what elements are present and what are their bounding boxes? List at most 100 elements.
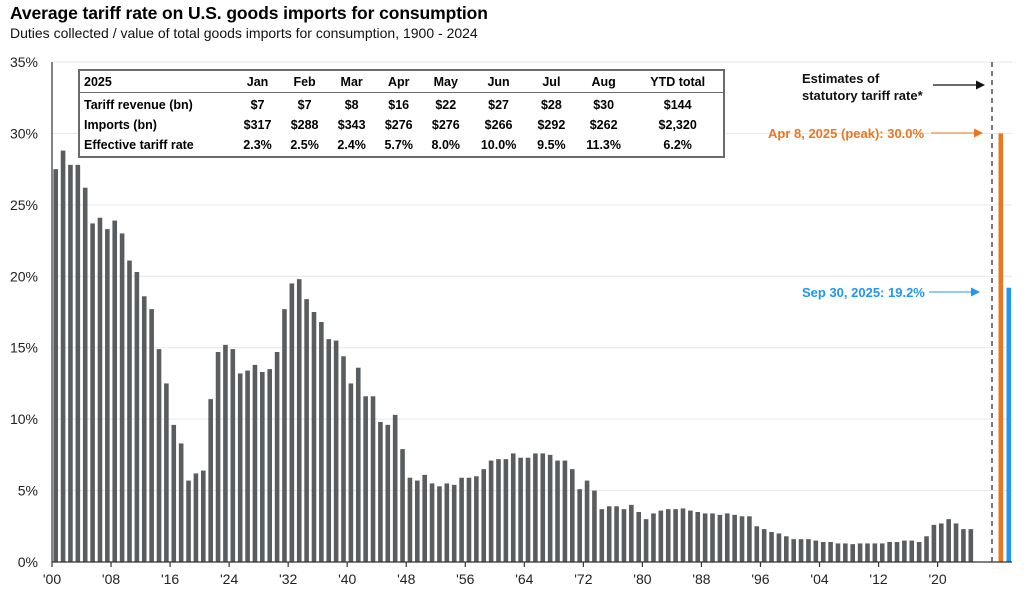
estimates-arrow-head <box>976 80 985 90</box>
bar <box>127 260 132 562</box>
column-header: YTD total <box>632 71 723 93</box>
bar <box>599 509 605 562</box>
bar <box>784 536 789 562</box>
bar <box>813 540 819 562</box>
bar <box>621 509 627 562</box>
estimates-annotation: Estimates of statutory tariff rate* <box>802 70 923 104</box>
bar <box>569 469 575 562</box>
bar <box>415 480 420 562</box>
bar <box>429 483 435 562</box>
bar <box>673 509 678 562</box>
bar <box>178 443 184 562</box>
bar <box>806 539 811 562</box>
x-tick-label: '16 <box>161 571 179 587</box>
table-cell: $276 <box>431 118 460 132</box>
bar <box>592 490 597 562</box>
bar <box>909 540 915 562</box>
bar <box>732 514 737 562</box>
bar <box>710 513 715 562</box>
table-cell: $7 <box>297 98 312 112</box>
estimates-annotation-line2: statutory tariff rate* <box>802 88 923 103</box>
peak-estimate-bar <box>998 133 1004 562</box>
column-header: May <box>422 71 470 93</box>
table-cell: 9.5% <box>537 138 566 152</box>
bar <box>865 543 870 562</box>
bar <box>651 513 656 562</box>
bar <box>798 539 804 562</box>
column-header: Jun <box>469 71 528 93</box>
x-axis-ticks: '00 '08 '16 '24 '32 '40 '48 '56 '64 '72 '80 '88 '96 '… <box>43 562 947 587</box>
bar <box>658 510 664 562</box>
bar <box>629 504 634 562</box>
bar <box>747 516 752 562</box>
column-header: Apr <box>375 71 423 93</box>
bar <box>643 519 649 562</box>
bar <box>584 480 590 562</box>
column-header: Aug <box>574 71 633 93</box>
chart-title: Average tariff rate on U.S. goods import… <box>10 3 488 23</box>
table-cell: $288 <box>290 118 319 132</box>
table-cell: $22 <box>435 98 457 112</box>
table-cell: $30 <box>593 98 615 112</box>
bar <box>540 453 546 562</box>
bar <box>547 454 553 562</box>
x-tick-label: '40 <box>338 571 356 587</box>
table-header-row: 2025 Jan Feb Mar Apr May Jun Jul Aug YTD… <box>80 71 723 93</box>
table-corner-label: 2025 <box>80 71 234 93</box>
bar <box>879 543 885 562</box>
bar <box>894 542 900 562</box>
bar <box>378 422 383 562</box>
bar <box>481 469 487 562</box>
bar <box>333 340 339 562</box>
column-header: Feb <box>281 71 329 93</box>
row-label: Effective tariff rate <box>84 138 194 152</box>
bar <box>208 399 213 562</box>
bar <box>606 506 612 562</box>
bar <box>761 529 767 562</box>
bar <box>274 352 280 562</box>
bar <box>688 510 693 562</box>
bar <box>850 544 856 562</box>
bar <box>260 372 265 562</box>
table-cell: 11.3% <box>586 138 621 152</box>
peak-estimate-label: Apr 8, 2025 (peak): 30.0% <box>768 126 925 141</box>
table-cell: $343 <box>337 118 366 132</box>
bar <box>186 480 191 562</box>
bar <box>230 349 236 562</box>
bar <box>97 217 103 562</box>
bar <box>843 543 848 562</box>
bar <box>724 513 730 562</box>
bar <box>938 523 944 562</box>
x-tick-label: '08 <box>102 571 120 587</box>
bar <box>141 296 147 562</box>
bar <box>931 524 937 562</box>
bar <box>370 396 376 562</box>
table-row: Tariff revenue (bn) $7 $7 $8 $16 $22 $27… <box>80 93 723 116</box>
bar <box>739 516 745 562</box>
x-tick-label: '88 <box>692 571 710 587</box>
table-cell: $16 <box>388 98 410 112</box>
bar <box>363 396 368 562</box>
bar <box>488 460 494 562</box>
bar <box>496 459 501 562</box>
bar <box>968 529 974 562</box>
bar <box>60 150 66 563</box>
bar <box>311 312 317 562</box>
table-row: Imports (bn) $317 $288 $343 $276 $276 $2… <box>80 115 723 135</box>
table-cell: $276 <box>384 118 413 132</box>
x-tick-label: '96 <box>751 571 769 587</box>
x-tick-label: '64 <box>515 571 533 587</box>
y-tick-label: 5% <box>18 483 38 499</box>
bar <box>614 506 619 562</box>
bar <box>887 542 892 562</box>
bar <box>75 164 81 562</box>
table-cell: 2.4% <box>337 138 366 152</box>
bar <box>296 279 302 562</box>
bar <box>717 514 723 562</box>
y-axis-tick-labels: 0% 5% 10% 15% 20% 25% 30% 35% <box>10 54 38 570</box>
peak-arrow-head <box>974 128 983 138</box>
y-tick-label: 0% <box>18 554 38 570</box>
bar <box>105 229 110 562</box>
bar <box>961 529 966 562</box>
x-tick-label: '32 <box>279 571 297 587</box>
